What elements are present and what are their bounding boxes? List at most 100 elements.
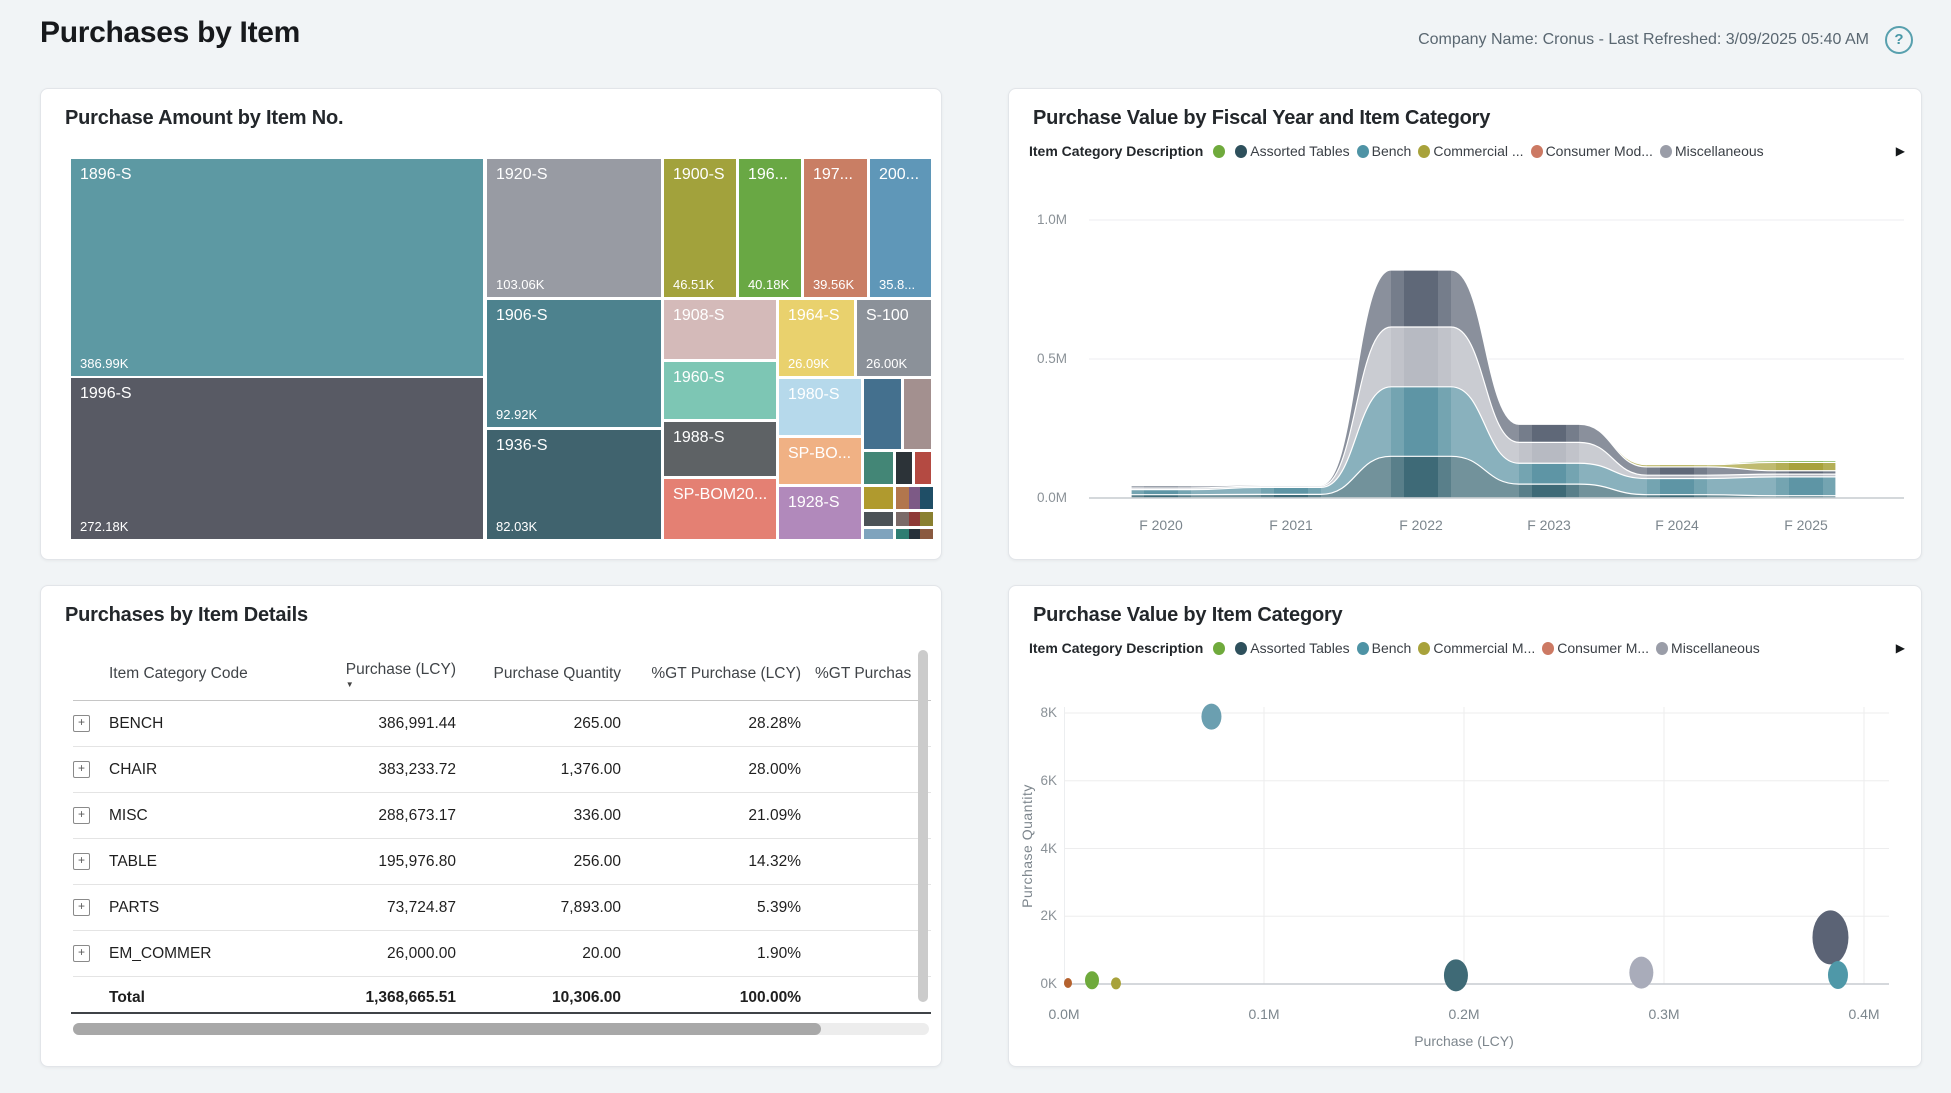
legend-item[interactable]: Consumer M... — [1542, 640, 1649, 656]
treemap-tile[interactable] — [864, 452, 893, 484]
treemap-tile[interactable]: 1988-S — [663, 421, 776, 476]
treemap-tile[interactable]: 1928-S — [778, 487, 861, 539]
treemap-tile[interactable]: 196... 40.18K — [738, 159, 801, 298]
treemap-tile[interactable] — [896, 511, 910, 526]
treemap-tile[interactable] — [919, 487, 933, 510]
legend-label: Commercial ... — [1433, 143, 1524, 159]
treemap-tile[interactable] — [904, 378, 931, 449]
column-header[interactable]: Purchase Quantity — [493, 665, 621, 682]
treemap-tile[interactable]: 1980-S — [778, 378, 861, 435]
legend-item[interactable]: Miscellaneous — [1659, 143, 1764, 159]
legend-item[interactable]: Commercial ... — [1418, 143, 1524, 159]
legend-item[interactable]: Bench — [1356, 143, 1411, 159]
treemap-tile[interactable]: 1900-S 46.51K — [663, 159, 736, 298]
treemap-tile[interactable] — [896, 452, 913, 484]
ribbon-series-area[interactable] — [1130, 326, 1837, 499]
scatter-bubble[interactable] — [1443, 959, 1468, 992]
treemap-tile[interactable] — [919, 511, 933, 526]
scatter-chart[interactable] — [1064, 701, 1889, 1001]
treemap-tile[interactable]: 1936-S 82.03K — [487, 430, 662, 539]
treemap-tile[interactable]: SP-BO... — [778, 437, 861, 484]
treemap-tile-label: 1928-S — [787, 494, 840, 512]
scatter-bubble[interactable] — [1085, 971, 1099, 990]
treemap-tile[interactable]: 1960-S — [663, 361, 776, 419]
table-row[interactable]: + CHAIR 383,233.72 1,376.00 28.00% — [73, 747, 931, 793]
expand-row-button[interactable]: + — [73, 853, 90, 870]
expand-row-button[interactable]: + — [73, 761, 90, 778]
expand-row-button[interactable]: + — [73, 945, 90, 962]
column-header[interactable]: %GT Purchase (LCY) — [651, 665, 801, 682]
legend-label: Assorted Tables — [1250, 143, 1350, 159]
legend-dot-icon — [1418, 144, 1431, 158]
expand-row-button[interactable]: + — [73, 899, 90, 916]
treemap-tile[interactable]: 1896-S 386.99K — [71, 159, 484, 377]
table-row[interactable]: + EM_COMMER 26,000.00 20.00 1.90% — [73, 931, 931, 977]
treemap-tile[interactable]: 197... 39.56K — [803, 159, 867, 298]
treemap-tile[interactable]: 200... 35.8... — [869, 159, 931, 298]
scatter-bubble[interactable] — [1201, 703, 1222, 730]
column-header[interactable]: Item Category Code — [109, 665, 248, 682]
scatter-bubble[interactable] — [1629, 956, 1654, 989]
legend-scroll-right-icon[interactable]: ▶ — [1895, 641, 1905, 655]
treemap-tile[interactable] — [909, 529, 923, 539]
scatter-bubble[interactable] — [1064, 977, 1072, 988]
column-header-label: Purchase (LCY) — [345, 660, 456, 678]
treemap-tile[interactable] — [919, 529, 933, 539]
treemap-chart[interactable]: 1896-S 386.99K 1996-S 272.18K 1920-S 103.06K 1… — [71, 159, 933, 539]
legend-item[interactable]: Assorted Tables — [1235, 143, 1350, 159]
table-row[interactable]: + TABLE 195,976.80 256.00 14.32% — [73, 839, 931, 885]
y-tick-label: 4K — [1040, 840, 1057, 856]
legend-item[interactable]: Commercial M... — [1418, 640, 1535, 656]
x-tick-label: 0.4M — [1848, 1006, 1880, 1022]
treemap-tile[interactable] — [909, 511, 923, 526]
legend-item[interactable] — [1213, 641, 1228, 655]
expand-row-button[interactable]: + — [73, 715, 90, 732]
treemap-tile[interactable] — [896, 529, 910, 539]
treemap-tile-value: 26.00K — [865, 356, 908, 372]
horizontal-scrollbar-thumb[interactable] — [73, 1023, 821, 1035]
treemap-tile[interactable]: SP-BOM20... — [663, 478, 776, 539]
scatter-bubble[interactable] — [1111, 977, 1121, 990]
legend-dot-icon — [1213, 641, 1226, 655]
treemap-tile[interactable] — [864, 378, 901, 449]
table-row[interactable]: + MISC 288,673.17 336.00 21.09% — [73, 793, 931, 839]
treemap-tile[interactable] — [909, 487, 923, 510]
legend-label: Miscellaneous — [1671, 640, 1760, 656]
treemap-tile[interactable] — [864, 511, 893, 526]
treemap-tile-label: 196... — [747, 166, 788, 183]
table-row[interactable]: + PARTS 73,724.87 7,893.00 5.39% — [73, 885, 931, 931]
table-cell: 20.00 — [582, 944, 621, 962]
treemap-tile[interactable]: 1920-S 103.06K — [487, 159, 662, 298]
vertical-scrollbar[interactable] — [918, 650, 928, 1002]
treemap-tile[interactable]: 1996-S 272.18K — [71, 377, 484, 539]
legend-item[interactable] — [1213, 144, 1228, 158]
ribbon-chart[interactable] — [1089, 209, 1904, 504]
legend-scroll-right-icon[interactable]: ▶ — [1895, 144, 1905, 158]
treemap-tile[interactable]: 1906-S 92.92K — [487, 300, 662, 427]
legend-item[interactable]: Assorted Tables — [1235, 640, 1350, 656]
treemap-tile[interactable] — [914, 452, 931, 484]
scatter-bubble[interactable] — [1812, 910, 1849, 965]
ribbon-series-area[interactable] — [1130, 386, 1837, 499]
help-icon[interactable]: ? — [1885, 26, 1913, 54]
ribbon-series-area[interactable] — [1130, 455, 1837, 499]
treemap-tile-label: 1996-S — [80, 384, 132, 402]
column-header[interactable]: %GT Purchas — [815, 665, 912, 682]
treemap-tile-label: 1906-S — [496, 307, 548, 325]
legend-item[interactable]: Consumer Mod... — [1530, 143, 1653, 159]
treemap-tile-label: 1920-S — [496, 166, 548, 183]
treemap-tile[interactable]: S-100 26.00K — [856, 300, 931, 377]
legend-item[interactable]: Miscellaneous — [1656, 640, 1760, 656]
x-tick-label: F 2022 — [1399, 517, 1443, 533]
treemap-tile[interactable] — [896, 487, 910, 510]
legend-item[interactable]: Bench — [1356, 640, 1411, 656]
treemap-tile[interactable] — [864, 487, 893, 510]
column-header[interactable]: Purchase (LCY) ▼ — [303, 660, 456, 689]
legend-dot-icon — [1235, 144, 1248, 158]
table-row[interactable]: + BENCH 386,991.44 265.00 28.28% — [73, 701, 931, 747]
treemap-tile[interactable]: 1964-S 26.09K — [778, 300, 854, 377]
treemap-tile[interactable] — [864, 529, 893, 539]
treemap-tile[interactable]: 1908-S — [663, 300, 776, 360]
expand-row-button[interactable]: + — [73, 807, 90, 824]
scatter-bubble[interactable] — [1827, 961, 1848, 990]
